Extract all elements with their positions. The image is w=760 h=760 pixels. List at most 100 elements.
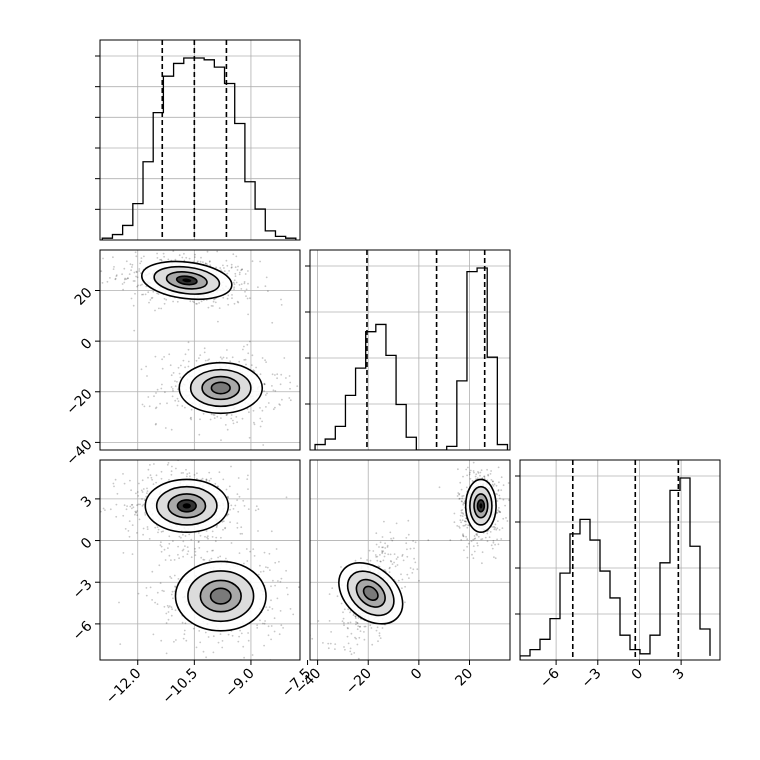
sample-point <box>357 657 360 660</box>
sample-point <box>394 565 397 568</box>
sample-point <box>473 471 475 474</box>
sample-point <box>376 555 379 558</box>
sample-point <box>401 578 404 581</box>
sample-point <box>354 636 356 639</box>
sample-point <box>492 485 495 487</box>
sample-point <box>259 425 262 428</box>
sample-point <box>264 394 267 396</box>
sample-point <box>170 386 173 388</box>
sample-point <box>171 388 174 390</box>
sample-point <box>157 531 159 534</box>
sample-point <box>245 288 248 291</box>
sample-point <box>163 255 166 258</box>
sample-point <box>159 402 162 405</box>
sample-point <box>265 566 267 568</box>
sample-point <box>175 467 177 470</box>
sample-point <box>216 250 219 253</box>
sample-point <box>170 606 173 609</box>
sample-point <box>460 500 463 502</box>
sample-point <box>154 355 157 358</box>
sample-point <box>230 465 232 468</box>
sample-point <box>281 398 283 401</box>
sample-point <box>412 540 414 542</box>
sample-point <box>137 284 140 287</box>
sample-point <box>379 560 382 563</box>
sample-point <box>160 550 163 553</box>
sample-point <box>205 479 208 482</box>
sample-point <box>240 288 243 290</box>
sample-point <box>288 375 291 377</box>
sample-point <box>469 477 472 480</box>
sample-point <box>342 617 345 620</box>
sample-point <box>496 527 499 530</box>
sample-point <box>208 559 211 562</box>
sample-point <box>213 298 215 301</box>
sample-point <box>453 512 456 515</box>
sample-point <box>207 537 209 540</box>
sample-point <box>182 637 185 640</box>
density-peak <box>479 503 483 509</box>
sample-point <box>462 513 465 515</box>
sample-point <box>489 473 492 475</box>
sample-point <box>180 664 182 666</box>
sample-point <box>146 492 148 495</box>
sample-point <box>474 537 477 540</box>
y-tick-label: 0 <box>78 535 96 553</box>
sample-point <box>156 292 159 295</box>
sample-point <box>292 613 295 616</box>
sample-point <box>189 475 191 478</box>
sample-point <box>411 572 414 574</box>
sample-point <box>501 527 504 529</box>
y-tick-label: −20 <box>63 386 95 418</box>
sample-point <box>197 260 199 263</box>
sample-point <box>206 536 208 539</box>
sample-point <box>173 574 176 577</box>
sample-point <box>238 495 241 498</box>
sample-point <box>466 526 469 529</box>
sample-point <box>219 267 222 269</box>
sample-point <box>238 284 241 286</box>
sample-point <box>243 281 246 283</box>
sample-point <box>498 481 500 484</box>
sample-point <box>163 548 166 551</box>
sample-point <box>253 555 256 557</box>
sample-point <box>238 271 241 274</box>
sample-point <box>263 390 265 392</box>
sample-point <box>476 544 479 547</box>
sample-point <box>242 499 245 502</box>
sample-point <box>196 477 198 480</box>
sample-point <box>221 646 224 649</box>
panel-p3-p2 <box>309 459 511 661</box>
sample-point <box>357 625 360 627</box>
sample-point <box>214 540 217 543</box>
sample-point <box>209 264 212 267</box>
sample-point <box>253 423 256 426</box>
sample-point <box>146 487 148 490</box>
sample-point <box>472 461 475 464</box>
sample-point <box>497 509 499 512</box>
sample-point <box>146 490 149 492</box>
sample-point <box>472 545 475 547</box>
sample-point <box>186 546 189 548</box>
sample-point <box>244 273 247 275</box>
sample-point <box>264 359 266 362</box>
sample-point <box>184 545 186 547</box>
sample-point <box>123 504 126 507</box>
sample-point <box>467 466 469 469</box>
sample-point <box>220 454 222 456</box>
sample-point <box>343 646 345 648</box>
sample-point <box>235 255 238 258</box>
sample-point <box>391 563 394 565</box>
sample-point <box>188 472 191 474</box>
contour-line <box>355 578 386 608</box>
sample-point <box>154 601 157 604</box>
sample-point <box>257 286 259 289</box>
sample-point <box>112 256 114 259</box>
sample-point <box>263 383 266 386</box>
sample-point <box>249 340 251 343</box>
sample-point <box>364 625 367 628</box>
sample-point <box>395 558 398 560</box>
sample-point <box>414 561 417 564</box>
sample-point <box>226 349 228 351</box>
sample-point <box>192 300 194 303</box>
